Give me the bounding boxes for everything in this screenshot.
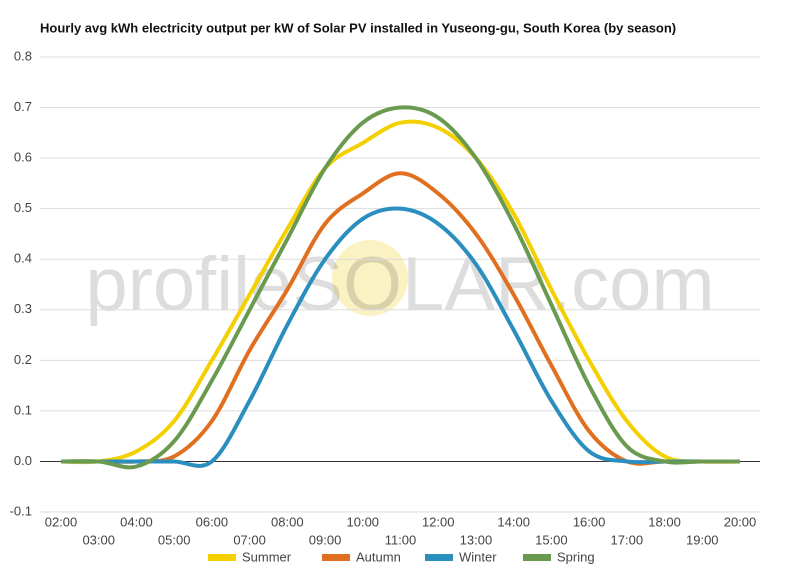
y-tick-label: -0.1 [10,503,32,518]
x-tick-label: 18:00 [648,514,681,529]
y-tick-label: 0.5 [14,200,32,215]
x-tick-label: 06:00 [196,514,229,529]
y-tick-label: 0.3 [14,301,32,316]
y-tick-label: 0.7 [14,99,32,114]
x-tick-label: 20:00 [724,514,757,529]
legend-swatch [208,554,236,561]
legend-label: Summer [242,549,292,564]
x-tick-label: 07:00 [233,532,266,547]
x-tick-label: 19:00 [686,532,719,547]
legend-label: Winter [459,549,497,564]
y-tick-label: 0.0 [14,453,32,468]
chart-title: Hourly avg kWh electricity output per kW… [40,20,676,35]
x-tick-label: 08:00 [271,514,304,529]
legend-label: Autumn [356,549,401,564]
y-tick-label: 0.1 [14,402,32,417]
y-tick-label: 0.8 [14,48,32,63]
x-tick-label: 15:00 [535,532,568,547]
legend-swatch [322,554,350,561]
y-tick-label: 0.2 [14,352,32,367]
x-tick-label: 05:00 [158,532,191,547]
x-tick-label: 14:00 [497,514,530,529]
legend-swatch [523,554,551,561]
legend-swatch [425,554,453,561]
x-tick-label: 17:00 [611,532,644,547]
x-tick-label: 13:00 [460,532,493,547]
x-tick-label: 16:00 [573,514,606,529]
series-line [61,206,740,468]
x-tick-label: 03:00 [82,532,115,547]
x-tick-label: 04:00 [120,514,153,529]
x-tick-label: 09:00 [309,532,342,547]
x-tick-label: 10:00 [347,514,380,529]
y-tick-label: 0.4 [14,251,32,266]
series-line [60,119,741,465]
watermark: profileSOLAR.com [85,242,714,327]
y-tick-label: 0.6 [14,150,32,165]
series-line [60,105,740,470]
x-tick-label: 02:00 [45,514,78,529]
x-tick-label: 12:00 [422,514,455,529]
legend-label: Spring [557,549,595,564]
x-tick-label: 11:00 [385,532,417,547]
